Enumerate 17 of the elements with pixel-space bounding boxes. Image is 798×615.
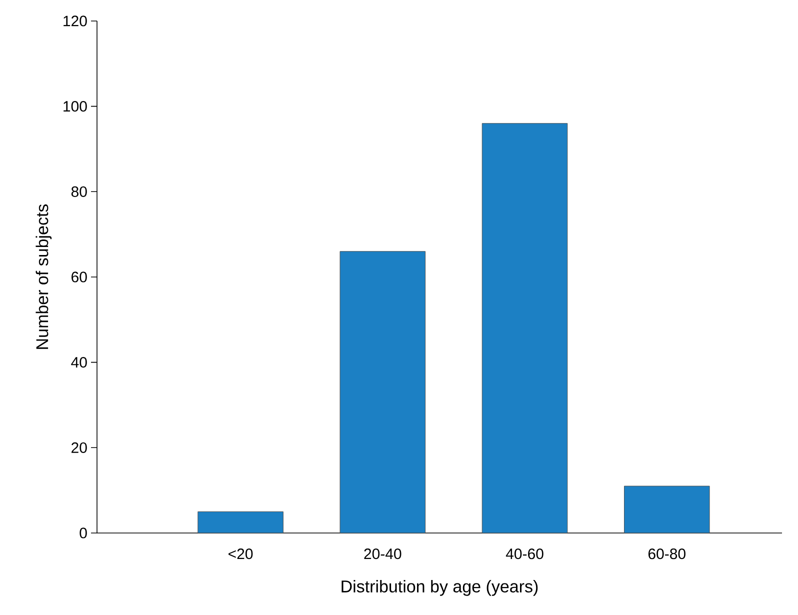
y-tick-label: 80 <box>71 186 87 197</box>
y-tick-label: 0 <box>80 528 87 538</box>
x-tick-label: 20-40 <box>364 548 402 560</box>
bar <box>624 486 710 534</box>
bar <box>198 511 284 534</box>
x-tick-label: 40-60 <box>506 548 544 560</box>
bar <box>340 251 426 534</box>
y-tick-label: 20 <box>72 442 87 453</box>
y-tick-label: 60 <box>72 272 87 282</box>
y-tick-label: 40 <box>71 357 87 368</box>
x-axis-title: Distribution by age (years) <box>342 580 538 596</box>
x-tick-label: <20 <box>228 548 253 560</box>
x-tick-label: 60-80 <box>648 548 686 560</box>
y-tick-label: 100 <box>64 101 87 112</box>
y-tick-label: 120 <box>64 16 87 26</box>
y-axis-title: Number of subjects <box>36 204 52 349</box>
bar <box>482 123 568 534</box>
